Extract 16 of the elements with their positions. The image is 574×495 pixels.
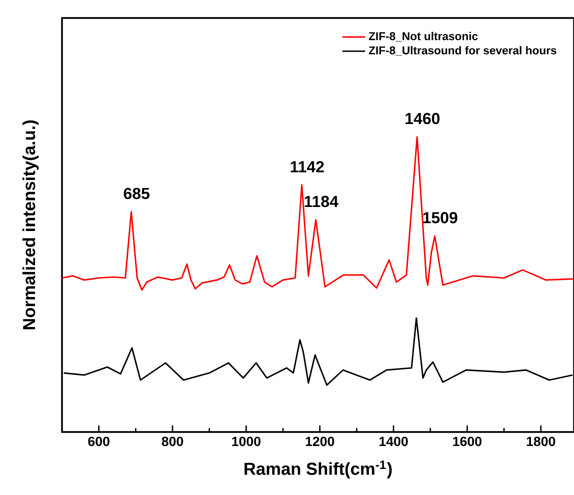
annotation: 685 <box>124 188 150 200</box>
x-tick-label: 600 <box>88 436 110 446</box>
x-tick-label: 1800 <box>526 436 556 446</box>
y-axis-title: Normalized intensity(a.u.) <box>22 120 39 330</box>
x-tick-label: 800 <box>162 436 184 446</box>
legend-label: ZIF-8_Not ultrasonic <box>368 32 478 42</box>
legend-label: ZIF-8_Ultrasound for several hours <box>368 46 556 56</box>
x-tick-label: 1000 <box>232 436 260 446</box>
x-tick-label: 1200 <box>306 436 334 446</box>
x-axis-title: Raman Shift(cm$^{-1}$) <box>244 460 392 478</box>
annotation: 1142 <box>290 161 324 172</box>
annotation: 1509 <box>423 212 458 224</box>
x-tick-label: 1600 <box>453 436 482 446</box>
annotation: 1184 <box>304 196 338 208</box>
annotation: 1460 <box>406 112 440 124</box>
x-tick-label: 1400 <box>380 436 408 446</box>
